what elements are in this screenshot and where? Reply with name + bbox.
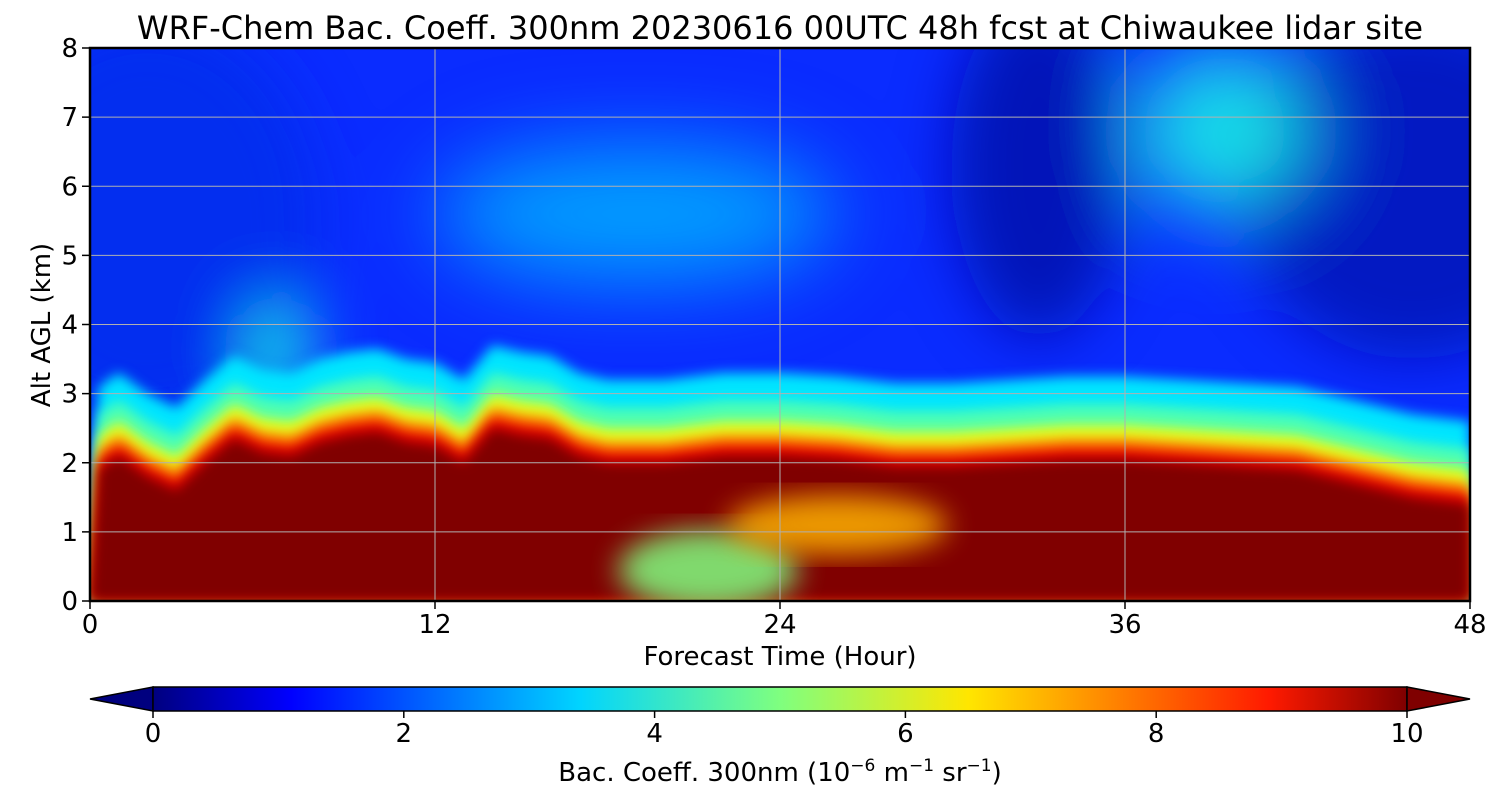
field-patch-1 — [951, 48, 1126, 338]
colorbar: 0 2 4 6 8 10 Bac. Coeff. 300nm (10−6 m−1 sr−1… — [89, 686, 1471, 788]
colorbar-tick-label: 2 — [396, 719, 413, 749]
y-tick-label: 3 — [61, 380, 78, 410]
x-tick-label: 36 — [1108, 610, 1141, 640]
y-tick-label: 6 — [61, 172, 78, 202]
x-tick-label: 48 — [1453, 610, 1486, 640]
y-tick-label: 0 — [61, 587, 78, 617]
y-tick-label: 4 — [61, 311, 78, 341]
y-axis: 0 1 2 3 4 5 6 7 8 — [61, 34, 90, 617]
y-tick-label: 8 — [61, 34, 78, 64]
grid-lines — [90, 48, 1470, 601]
x-axis: 0 12 24 36 48 — [82, 601, 1487, 640]
colorbar-tick-label: 4 — [646, 719, 663, 749]
colorbar-label: Bac. Coeff. 300nm (10−6 m−1 sr−1) — [558, 756, 1001, 788]
y-axis-label: Alt AGL (km) — [27, 243, 57, 407]
x-tick-label: 0 — [82, 610, 99, 640]
x-tick-label: 24 — [763, 610, 796, 640]
x-tick-label: 12 — [418, 610, 451, 640]
feature-clean_pocket-1 — [727, 494, 948, 555]
x-axis-label: Forecast Time (Hour) — [643, 642, 916, 672]
colorbar-extend-low — [89, 686, 154, 712]
colorbar-tick-label: 10 — [1390, 719, 1423, 749]
colorbar-body — [152, 686, 1408, 712]
y-tick-label: 5 — [61, 241, 78, 271]
feature-elevated_layer-3 — [436, 143, 837, 284]
chart-title: WRF-Chem Bac. Coeff. 300nm 20230616 00UT… — [137, 9, 1423, 47]
heatmap-area — [90, 48, 1470, 601]
colorbar-tick-label: 0 — [145, 719, 162, 749]
y-tick-label: 1 — [61, 518, 78, 548]
y-tick-label: 2 — [61, 449, 78, 479]
feature-clean_pocket-0 — [618, 529, 799, 601]
colorbar-tick-label: 6 — [897, 719, 914, 749]
y-tick-label: 7 — [61, 103, 78, 133]
feature-elevated_layer-2 — [1130, 48, 1321, 216]
colorbar-extend-high — [1406, 686, 1471, 712]
colorbar-tick-label: 8 — [1148, 719, 1165, 749]
